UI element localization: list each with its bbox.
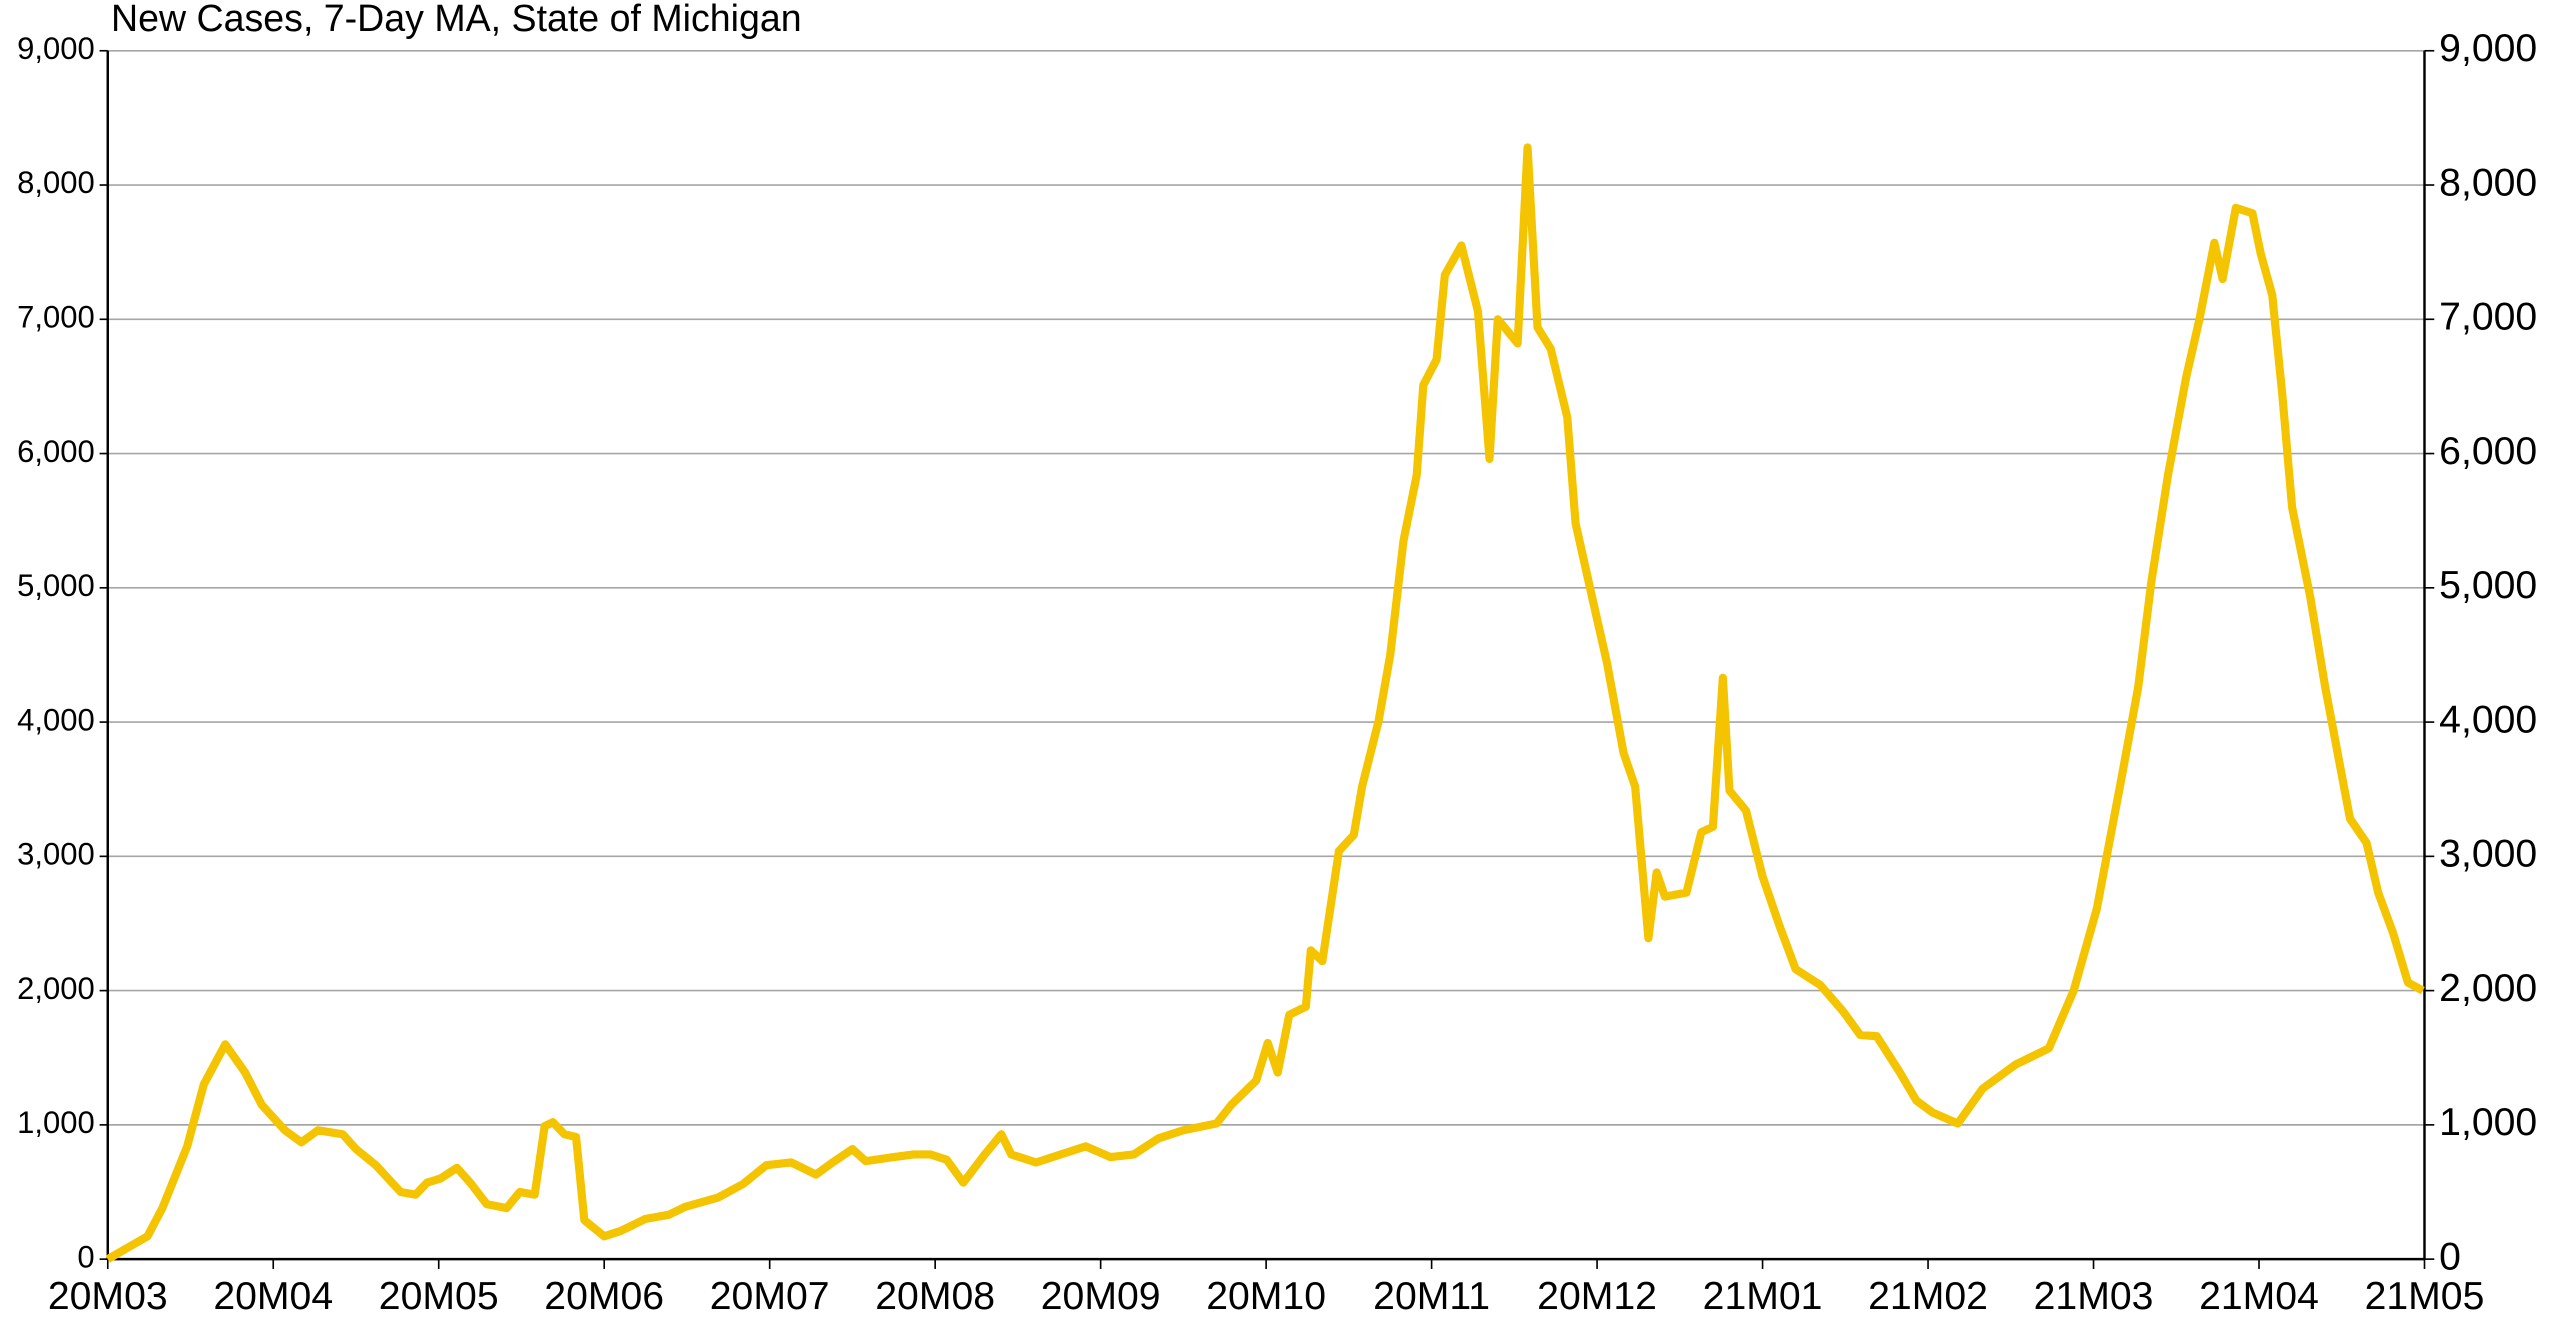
x-tick-label: 21M01: [1703, 1274, 1823, 1318]
y-tick-label: 7,000: [17, 299, 95, 334]
y-tick-label: 1,000: [17, 1105, 95, 1140]
x-tick-label: 20M04: [213, 1274, 333, 1318]
y2-tick-label: 2,000: [2439, 966, 2537, 1010]
y-tick-label: 9,000: [17, 31, 95, 66]
y2-tick-label: 3,000: [2439, 832, 2537, 876]
y2-tick-label: 9,000: [2439, 26, 2537, 70]
x-tick-label: 20M11: [1373, 1274, 1490, 1318]
y2-tick-label: 8,000: [2439, 160, 2537, 204]
y-tick-label: 8,000: [17, 165, 95, 200]
y2-tick-label: 7,000: [2439, 295, 2537, 339]
y2-tick-label: 0: [2439, 1234, 2461, 1278]
y2-tick-label: 6,000: [2439, 429, 2537, 473]
x-tick-label: 20M09: [1041, 1274, 1161, 1318]
y-tick-label: 2,000: [17, 971, 95, 1006]
y-tick-label: 3,000: [17, 837, 95, 872]
y-tick-label: 5,000: [17, 568, 95, 603]
x-tick-label: 20M03: [48, 1274, 168, 1318]
y2-tick-label: 1,000: [2439, 1100, 2537, 1144]
y-tick-label: 0: [77, 1239, 94, 1274]
x-tick-label: 21M05: [2365, 1274, 2485, 1318]
chart-title: New Cases, 7-Day MA, State of Michigan: [111, 0, 802, 39]
data-line: [105, 143, 2425, 1263]
x-tick-label: 20M06: [544, 1274, 664, 1318]
y-tick-label: 4,000: [17, 702, 95, 737]
x-tick-label: 20M05: [379, 1274, 499, 1318]
x-tick-label: 20M08: [875, 1274, 995, 1318]
x-tick-label: 20M12: [1537, 1274, 1657, 1318]
x-tick-label: 21M02: [1868, 1274, 1988, 1318]
x-tick-label: 21M03: [2034, 1274, 2154, 1318]
y2-tick-label: 5,000: [2439, 563, 2537, 607]
x-tick-label: 20M10: [1206, 1274, 1326, 1318]
x-tick-label: 20M07: [710, 1274, 830, 1318]
x-tick-label: 21M04: [2199, 1274, 2319, 1318]
y2-tick-label: 4,000: [2439, 697, 2537, 741]
y-tick-label: 6,000: [17, 434, 95, 469]
